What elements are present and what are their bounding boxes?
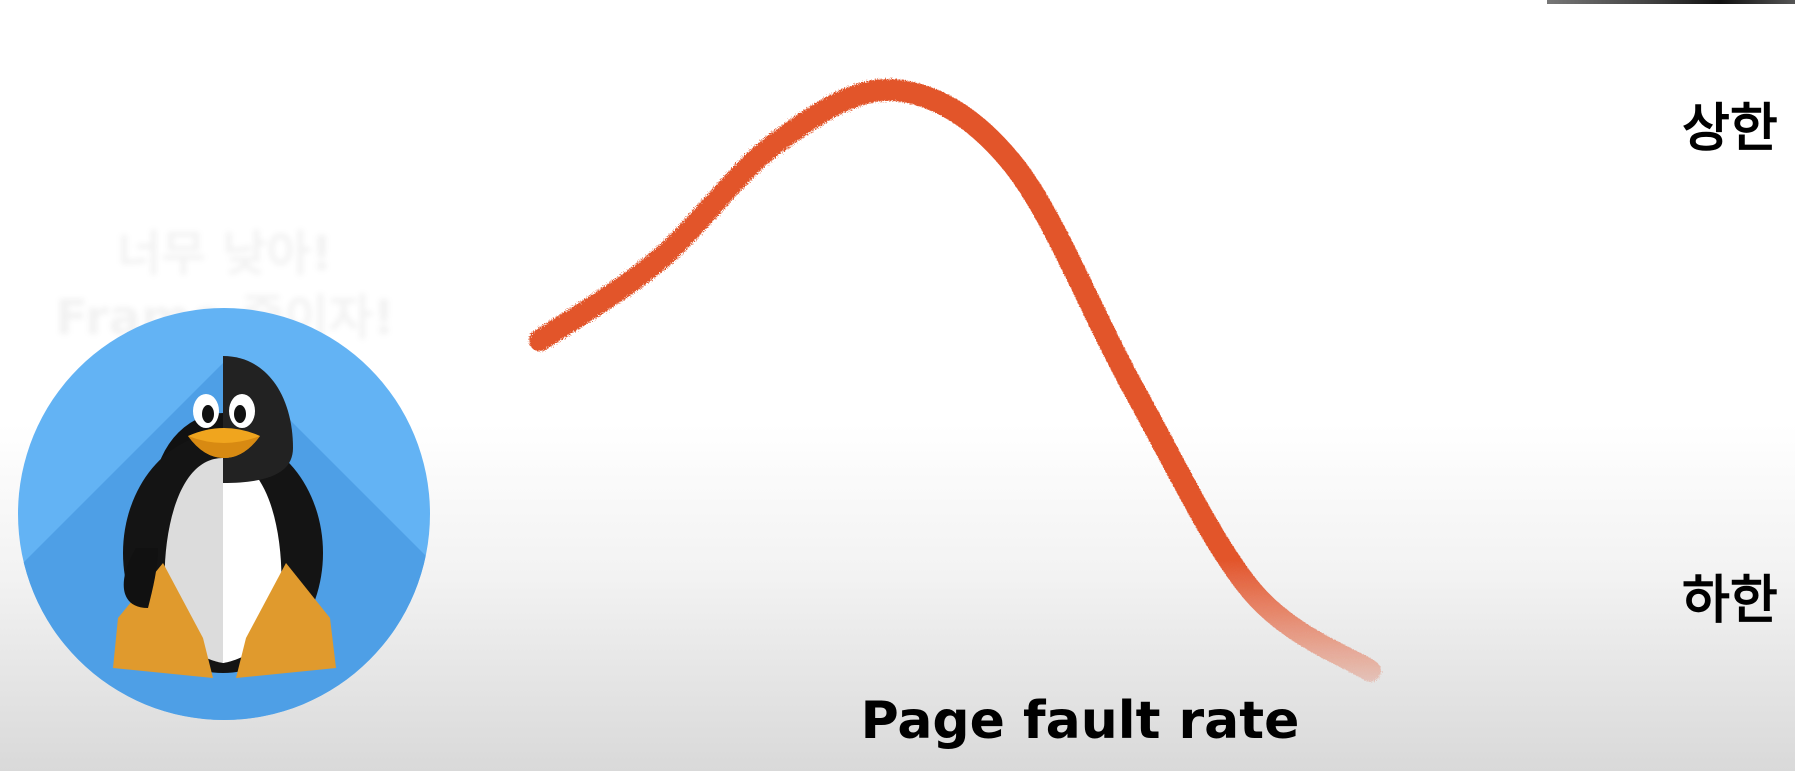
faded-overlay-line-1: 너무 낮아! bbox=[117, 226, 333, 282]
upper-limit-label: 상한 bbox=[1682, 99, 1778, 159]
linux-penguin-icon bbox=[18, 308, 430, 720]
page-fault-curve-0 bbox=[529, 78, 1381, 682]
lower-limit-label: 하한 bbox=[1682, 571, 1778, 631]
x-axis-label: Page fault rate bbox=[861, 691, 1300, 751]
video-thumbnail-edge bbox=[1547, 0, 1795, 4]
